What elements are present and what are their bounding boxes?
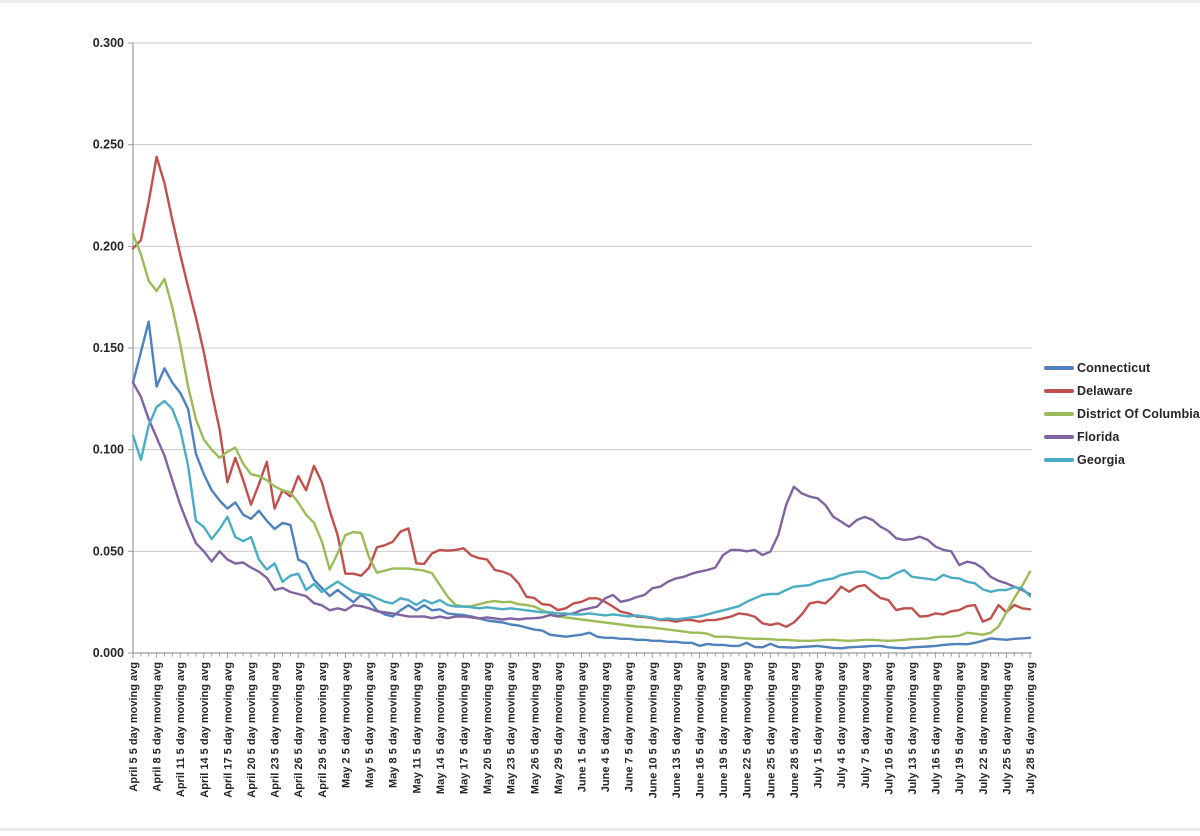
x-axis-label: April 5 5 day moving avg: [128, 662, 140, 792]
x-axis-label: April 17 5 day moving avg: [222, 662, 234, 798]
x-axis-label: May 17 5 day moving avg: [458, 662, 470, 794]
series-line-district-of-columbia: [131, 232, 1032, 642]
x-axis-label: May 11 5 day moving avg: [411, 662, 423, 793]
x-axis-label: May 14 5 day moving avg: [435, 662, 447, 794]
legend-line-swatch: [1044, 435, 1074, 439]
y-axis-label: 0.300: [93, 36, 124, 50]
bottom-edge-strip: [0, 828, 1200, 831]
x-axis-label: April 20 5 day moving avg: [246, 662, 258, 798]
x-axis-label: April 11 5 day moving avg: [175, 662, 187, 797]
x-axis-label: June 28 5 day moving avg: [789, 662, 801, 798]
legend-label: Connecticut: [1077, 361, 1151, 375]
x-axis-label: July 28 5 day moving avg: [1025, 662, 1037, 795]
legend-label: District Of Columbia: [1077, 407, 1200, 421]
x-axis-label: July 19 5 day moving avg: [954, 662, 966, 795]
y-axis-label: 0.250: [93, 138, 124, 152]
legend-item-connecticut: Connecticut: [1044, 361, 1200, 375]
legend-line-swatch: [1044, 366, 1074, 370]
x-axis-label: July 4 5 day moving avg: [836, 662, 848, 789]
legend-line-swatch: [1044, 458, 1074, 462]
legend-item-georgia: Georgia: [1044, 453, 1200, 467]
x-axis-label: July 16 5 day moving avg: [931, 662, 943, 795]
x-axis-label: June 1 5 day moving avg: [577, 662, 589, 792]
x-axis-label: May 2 5 day moving avg: [340, 662, 352, 788]
x-axis-label: June 22 5 day moving avg: [742, 662, 754, 798]
x-axis-label: July 25 5 day moving avg: [1001, 662, 1013, 795]
series-line-georgia: [131, 399, 1032, 621]
y-axis-label: 0.100: [93, 443, 124, 457]
y-axis-label: 0.050: [93, 544, 124, 558]
legend-item-florida: Florida: [1044, 430, 1200, 444]
top-edge-strip: [0, 0, 1200, 3]
x-axis-label: April 29 5 day moving avg: [317, 662, 329, 798]
x-axis-label: July 10 5 day moving avg: [883, 662, 895, 795]
y-axis-label: 0.000: [93, 646, 124, 660]
x-axis-label: May 8 5 day moving avg: [388, 662, 400, 788]
series-line-connecticut: [131, 320, 1032, 650]
series-line-florida: [131, 381, 1032, 621]
legend-line-swatch: [1044, 389, 1074, 393]
x-axis-label: June 25 5 day moving avg: [765, 662, 777, 798]
x-axis-label: June 16 5 day moving avg: [695, 662, 707, 798]
x-axis-label: June 10 5 day moving avg: [647, 662, 659, 798]
legend-line-swatch: [1044, 412, 1074, 416]
x-axis-label: April 23 5 day moving avg: [270, 662, 282, 798]
x-axis-label: June 4 5 day moving avg: [600, 662, 612, 792]
y-axis-label: 0.150: [93, 341, 124, 355]
x-axis-label: May 23 5 day moving avg: [506, 662, 518, 794]
legend-label: Delaware: [1077, 384, 1133, 398]
x-axis-label: July 13 5 day moving avg: [907, 662, 919, 795]
legend-label: Georgia: [1077, 453, 1125, 467]
legend-item-district-of-columbia: District Of Columbia: [1044, 407, 1200, 421]
x-axis-label: June 19 5 day moving avg: [718, 662, 730, 798]
x-axis-label: May 20 5 day moving avg: [482, 662, 494, 794]
x-axis-label: May 5 5 day moving avg: [364, 662, 376, 788]
x-axis-label: April 14 5 day moving avg: [199, 662, 211, 798]
legend-item-delaware: Delaware: [1044, 384, 1200, 398]
x-axis-label: April 8 5 day moving avg: [152, 662, 164, 792]
series-line-delaware: [131, 155, 1032, 628]
x-axis-label: July 22 5 day moving avg: [978, 662, 990, 795]
x-axis-label: May 26 5 day moving avg: [529, 662, 541, 794]
x-axis-label: April 26 5 day moving avg: [293, 662, 305, 798]
chart-legend: Connecticut Delaware District Of Columbia F…: [1044, 361, 1200, 467]
y-axis-label: 0.200: [93, 239, 124, 253]
x-axis-label: July 1 5 day moving avg: [813, 662, 825, 789]
x-axis-label: July 7 5 day moving avg: [860, 662, 872, 789]
x-axis-label: June 7 5 day moving avg: [624, 662, 636, 792]
legend-label: Florida: [1077, 430, 1120, 444]
x-axis-label: May 29 5 day moving avg: [553, 662, 565, 794]
x-axis-label: June 13 5 day moving avg: [671, 662, 683, 798]
